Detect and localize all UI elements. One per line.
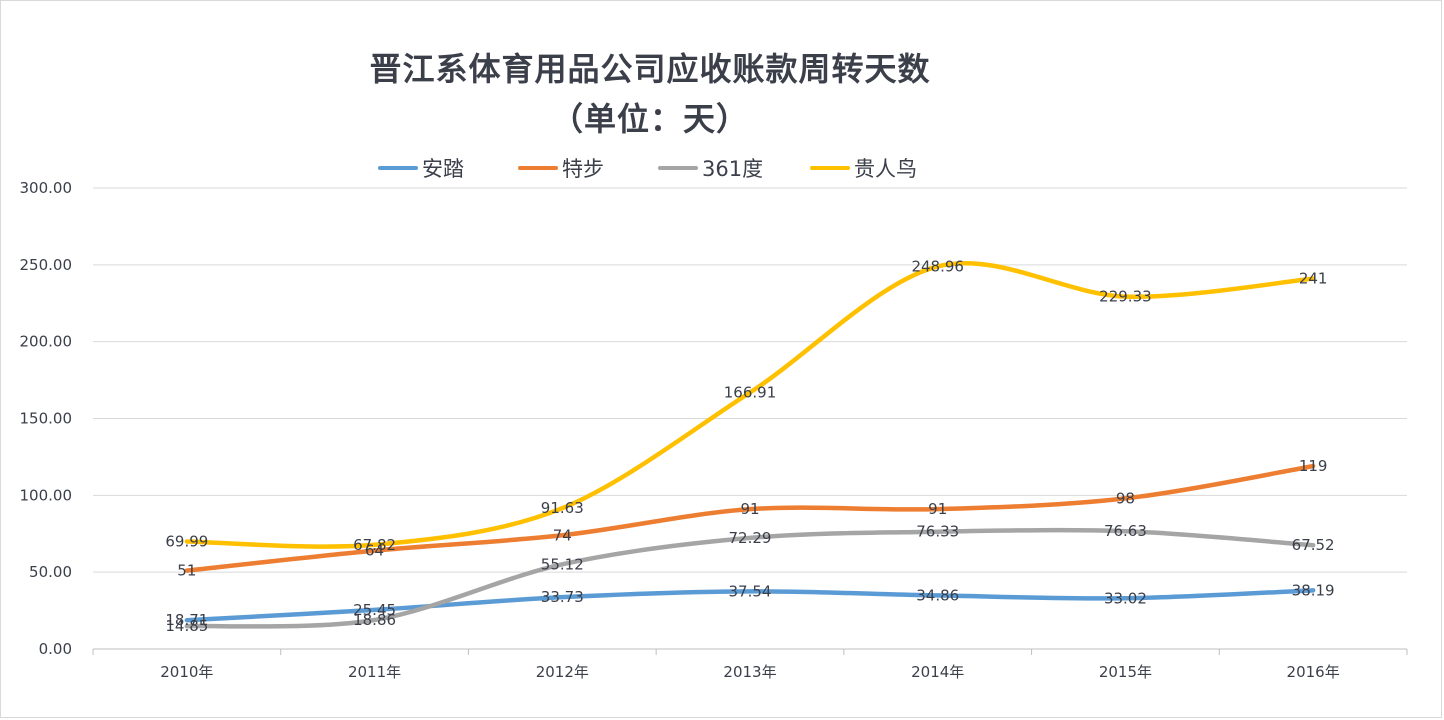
x-tick-label: 2016年 <box>1287 663 1340 681</box>
data-label-anta: 38.19 <box>1292 581 1335 599</box>
legend-label-anta: 安踏 <box>422 157 464 181</box>
legend: 安踏 特步 361度 贵人鸟 <box>0 150 1300 186</box>
legend-label-xtep: 特步 <box>562 157 604 181</box>
y-tick-label: 50.00 <box>29 563 72 581</box>
data-label-xtep: 98 <box>1116 489 1135 507</box>
data-label-361: 18.86 <box>353 611 396 629</box>
legend-label-guirenniao: 贵人鸟 <box>854 157 917 181</box>
data-label-361: 76.63 <box>1104 522 1147 540</box>
legend-swatch-361 <box>658 166 698 170</box>
legend-item-anta: 安踏 <box>378 150 464 186</box>
chart-title: 晋江系体育用品公司应收账款周转天数 <box>369 50 931 88</box>
series-line-361 <box>184 527 1316 629</box>
chart-subtitle: （单位：天） <box>550 100 749 138</box>
data-label-guirenniao: 69.99 <box>165 532 208 550</box>
data-label-guirenniao: 229.33 <box>1099 288 1152 306</box>
y-tick-label: 100.00 <box>20 486 73 504</box>
data-label-361: 14.85 <box>165 617 208 635</box>
series-line-guirenniao <box>184 260 1316 549</box>
y-tick-label: 0.00 <box>39 640 72 658</box>
series-line-anta <box>184 588 1316 623</box>
data-label-anta: 33.02 <box>1104 589 1147 607</box>
data-label-361: 72.29 <box>729 529 772 547</box>
x-tick-label: 2013年 <box>723 663 776 681</box>
legend-item-xtep: 特步 <box>518 150 604 186</box>
series-line-xtep <box>184 463 1316 573</box>
y-tick-label: 300.00 <box>20 179 73 197</box>
data-label-361: 55.12 <box>541 555 584 573</box>
data-label-xtep: 74 <box>553 526 572 544</box>
data-label-anta: 25.45 <box>353 601 396 619</box>
y-tick-label: 200.00 <box>20 333 73 351</box>
data-label-guirenniao: 248.96 <box>911 257 964 275</box>
chart-title-block: 晋江系体育用品公司应收账款周转天数 （单位：天） <box>240 44 1060 144</box>
data-label-xtep: 119 <box>1299 457 1328 475</box>
data-label-guirenniao: 91.63 <box>541 499 584 517</box>
data-label-xtep: 91 <box>740 500 759 518</box>
data-label-guirenniao: 67.82 <box>353 536 396 554</box>
y-tick-label: 250.00 <box>20 256 73 274</box>
legend-swatch-xtep <box>518 166 558 170</box>
data-label-361: 67.52 <box>1292 536 1335 554</box>
data-label-361: 76.33 <box>916 523 959 541</box>
legend-swatch-guirenniao <box>810 166 850 170</box>
data-label-xtep: 51 <box>177 562 196 580</box>
data-label-xtep: 64 <box>365 542 384 560</box>
x-tick-label: 2015年 <box>1099 663 1152 681</box>
legend-label-361: 361度 <box>702 157 764 181</box>
data-label-anta: 18.71 <box>165 611 208 629</box>
x-tick-label: 2012年 <box>536 663 589 681</box>
x-tick-label: 2011年 <box>348 663 401 681</box>
data-label-guirenniao: 166.91 <box>724 384 777 402</box>
data-label-guirenniao: 241 <box>1299 270 1328 288</box>
data-label-anta: 33.73 <box>541 588 584 606</box>
data-label-xtep: 91 <box>928 500 947 518</box>
x-tick-label: 2014年 <box>911 663 964 681</box>
x-tick-label: 2010年 <box>160 663 213 681</box>
data-label-anta: 34.86 <box>916 586 959 604</box>
y-tick-label: 150.00 <box>20 410 73 428</box>
legend-item-guirenniao: 贵人鸟 <box>810 150 917 186</box>
legend-swatch-anta <box>378 166 418 170</box>
legend-item-361: 361度 <box>658 150 763 186</box>
data-label-anta: 37.54 <box>729 582 772 600</box>
